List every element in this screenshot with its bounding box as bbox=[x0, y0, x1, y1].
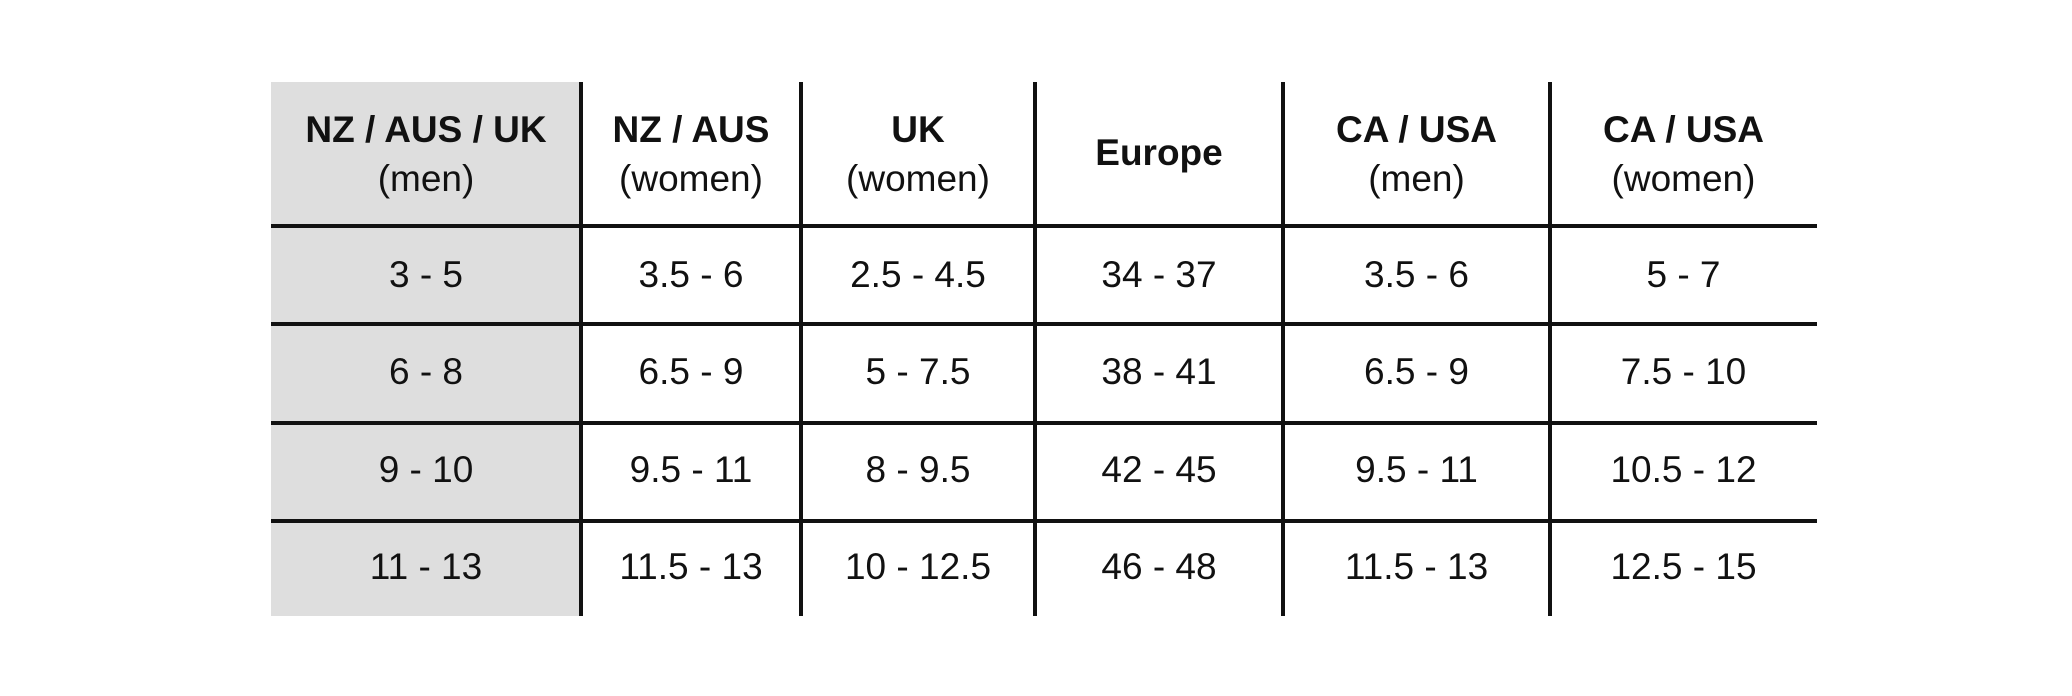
cell: 9.5 - 11 bbox=[630, 449, 753, 490]
cell: 46 - 48 bbox=[1101, 546, 1216, 587]
cell: 11 - 13 bbox=[370, 546, 482, 587]
cell: 5 - 7 bbox=[1646, 254, 1720, 295]
cell: 42 - 45 bbox=[1101, 449, 1216, 490]
cell: 12.5 - 15 bbox=[1610, 546, 1756, 587]
header-subtitle: (women) bbox=[846, 158, 990, 199]
cell: 11.5 - 13 bbox=[619, 546, 762, 587]
cell: 6.5 - 9 bbox=[639, 351, 744, 392]
cell: 5 - 7.5 bbox=[866, 351, 971, 392]
header-subtitle: (men) bbox=[1368, 158, 1465, 199]
cell: 3 - 5 bbox=[389, 254, 463, 295]
header-subtitle: (men) bbox=[378, 158, 475, 199]
cell: 9.5 - 11 bbox=[1355, 449, 1478, 490]
cell: 6 - 8 bbox=[389, 351, 463, 392]
cell: 10.5 - 12 bbox=[1610, 449, 1756, 490]
cell: 11.5 - 13 bbox=[1345, 546, 1488, 587]
cell: 7.5 - 10 bbox=[1621, 351, 1746, 392]
cell: 6.5 - 9 bbox=[1364, 351, 1469, 392]
cell: 3.5 - 6 bbox=[1364, 254, 1469, 295]
cell: 34 - 37 bbox=[1101, 254, 1216, 295]
header-title: CA / USA bbox=[1336, 109, 1497, 150]
cell: 9 - 10 bbox=[379, 449, 474, 490]
header-title: NZ / AUS bbox=[613, 109, 770, 150]
first-column-shade bbox=[271, 82, 581, 616]
header-title: CA / USA bbox=[1603, 109, 1764, 150]
header-title: Europe bbox=[1095, 132, 1222, 173]
cell: 8 - 9.5 bbox=[866, 449, 971, 490]
grid bbox=[271, 82, 1817, 616]
header-title: NZ / AUS / UK bbox=[305, 109, 546, 150]
header-subtitle: (women) bbox=[619, 158, 763, 199]
header-subtitle: (women) bbox=[1612, 158, 1756, 199]
cell: 3.5 - 6 bbox=[639, 254, 744, 295]
cell: 38 - 41 bbox=[1101, 351, 1216, 392]
header-title: UK bbox=[891, 109, 945, 150]
cell: 2.5 - 4.5 bbox=[850, 254, 986, 295]
cell: 10 - 12.5 bbox=[845, 546, 991, 587]
